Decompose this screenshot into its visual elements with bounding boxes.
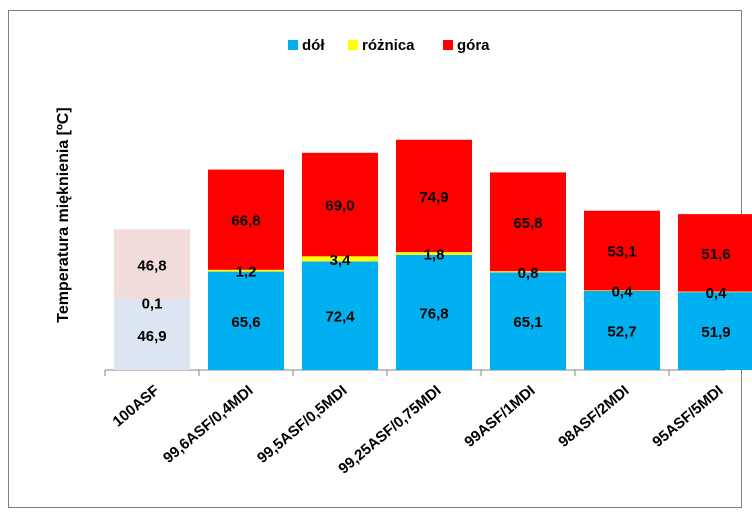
data-label: 46,8 — [137, 257, 166, 274]
data-labels: 46,9 0,1 46,8 65,6 1,2 66,8 72,4 3,4 69,0 76,8 1,8… — [137, 189, 730, 345]
data-label: 51,9 — [701, 324, 730, 341]
data-label: 0,4 — [706, 285, 728, 302]
legend-swatch — [288, 40, 298, 50]
bar-segment-d-1 — [208, 271, 284, 370]
data-label: 3,4 — [330, 252, 352, 269]
bar-segment-rnica-3 — [396, 252, 472, 255]
data-label: 1,2 — [236, 264, 257, 281]
bar-segment-gra-4 — [490, 172, 566, 272]
bar-segment-d-5 — [584, 290, 660, 370]
y-axis-label: Temperatura mięknienia [ºC] — [55, 107, 72, 322]
legend: dół różnica góra — [288, 37, 490, 54]
x-tick-label: 100ASF — [109, 382, 162, 430]
data-label: 74,9 — [419, 189, 448, 206]
bars — [114, 139, 752, 370]
bar-segment-d-2 — [302, 261, 378, 370]
legend-swatch — [443, 40, 453, 50]
bar-segment-d-3 — [396, 254, 472, 370]
bar-segment-rnica-6 — [678, 291, 752, 293]
bar-segment-d-0 — [114, 299, 190, 370]
data-label: 66,8 — [231, 213, 260, 230]
bar-segment-rnica-1 — [208, 269, 284, 272]
bar-segment-d-4 — [490, 272, 566, 370]
legend-label: różnica — [362, 37, 415, 54]
data-label: 72,4 — [325, 309, 355, 326]
x-tick-labels: 100ASF99,6ASF/0,4MDI99,5ASF/0,5MDI99,25A… — [109, 382, 726, 478]
data-label: 76,8 — [419, 305, 448, 322]
legend-label: góra — [457, 37, 490, 54]
x-tick-label: 99ASF/1MDI — [461, 382, 538, 451]
x-tick-label: 98ASF/2MDI — [555, 382, 632, 451]
bar-segment-gra-2 — [302, 152, 378, 257]
legend-swatch — [348, 40, 358, 50]
data-label: 1,8 — [424, 246, 445, 263]
data-label: 0,1 — [142, 296, 163, 313]
axes — [104, 369, 725, 376]
data-label: 0,8 — [518, 265, 539, 282]
bar-segment-rnica-5 — [584, 290, 660, 291]
data-label: 53,1 — [607, 244, 636, 261]
x-tick-label: 99,25ASF/0,75MDI — [335, 382, 444, 478]
x-tick-label: 99,5ASF/0,5MDI — [254, 382, 351, 467]
data-label: 52,7 — [607, 323, 636, 340]
bar-segment-gra-6 — [678, 214, 752, 292]
data-label: 65,6 — [231, 314, 260, 331]
bar-segment-d-6 — [678, 292, 752, 370]
data-label: 51,6 — [701, 246, 730, 263]
bar-segment-gra-0 — [114, 229, 190, 300]
data-label: 0,4 — [612, 284, 634, 301]
bar-segment-gra-3 — [396, 139, 472, 253]
bar-segment-rnica-4 — [490, 271, 566, 273]
legend-label: dół — [302, 37, 325, 54]
data-label: 69,0 — [325, 198, 354, 215]
bar-segment-gra-1 — [208, 169, 284, 270]
bar-segment-rnica-2 — [302, 256, 378, 262]
x-tick-label: 99,6ASF/0,4MDI — [160, 382, 257, 467]
bar-segment-gra-5 — [584, 210, 660, 291]
data-label: 65,1 — [513, 314, 542, 331]
data-label: 65,8 — [513, 215, 542, 232]
data-label: 46,9 — [137, 328, 166, 345]
x-tick-label: 95ASF/5MDI — [649, 382, 726, 451]
